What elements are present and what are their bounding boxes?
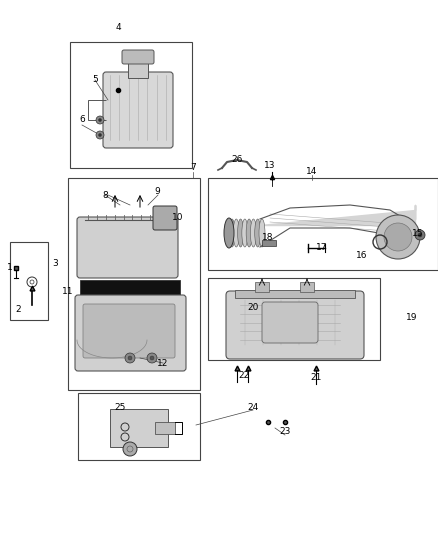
Bar: [208, 278, 380, 360]
Ellipse shape: [251, 219, 256, 247]
Text: 10: 10: [172, 214, 184, 222]
Text: 15: 15: [412, 229, 424, 238]
Text: 11: 11: [62, 287, 74, 296]
Ellipse shape: [237, 219, 244, 247]
Bar: [255, 282, 269, 292]
Text: 14: 14: [306, 167, 318, 176]
FancyBboxPatch shape: [226, 291, 364, 359]
Circle shape: [125, 353, 135, 363]
Ellipse shape: [233, 219, 239, 247]
Text: 8: 8: [102, 190, 108, 199]
Text: 22: 22: [238, 372, 250, 381]
Circle shape: [147, 353, 157, 363]
Text: 4: 4: [115, 22, 121, 31]
FancyBboxPatch shape: [122, 50, 154, 64]
Text: 5: 5: [92, 76, 98, 85]
Bar: [10, 242, 48, 320]
Text: 25: 25: [114, 403, 126, 413]
Bar: [80, 280, 180, 294]
Text: 21: 21: [310, 374, 321, 383]
Circle shape: [418, 233, 422, 237]
Text: 12: 12: [157, 359, 169, 367]
FancyBboxPatch shape: [77, 217, 178, 278]
Bar: [300, 282, 314, 292]
Circle shape: [128, 356, 132, 360]
FancyBboxPatch shape: [103, 72, 173, 148]
Ellipse shape: [224, 218, 234, 248]
Bar: [110, 409, 168, 447]
Ellipse shape: [259, 219, 265, 247]
Circle shape: [150, 356, 154, 360]
Bar: [262, 240, 276, 246]
Text: 7: 7: [190, 164, 196, 173]
Bar: [208, 178, 438, 270]
Text: 20: 20: [247, 303, 259, 312]
FancyBboxPatch shape: [262, 302, 318, 343]
Text: 9: 9: [154, 188, 160, 197]
Text: 13: 13: [264, 160, 276, 169]
FancyBboxPatch shape: [153, 206, 177, 230]
Text: 18: 18: [262, 233, 274, 243]
Circle shape: [415, 230, 425, 240]
FancyBboxPatch shape: [83, 304, 175, 358]
Circle shape: [99, 133, 102, 136]
Bar: [128, 60, 148, 78]
Circle shape: [96, 131, 104, 139]
FancyBboxPatch shape: [75, 295, 186, 371]
Text: 23: 23: [279, 427, 291, 437]
Circle shape: [96, 116, 104, 124]
Circle shape: [123, 442, 137, 456]
Bar: [235, 290, 355, 298]
Circle shape: [384, 223, 412, 251]
Text: 3: 3: [52, 259, 58, 268]
Ellipse shape: [229, 219, 235, 247]
Bar: [155, 422, 175, 434]
Text: 26: 26: [231, 156, 243, 165]
Ellipse shape: [255, 219, 261, 247]
Circle shape: [99, 118, 102, 122]
Bar: [68, 178, 200, 390]
Ellipse shape: [242, 219, 248, 247]
Bar: [70, 42, 192, 168]
Text: 1: 1: [7, 263, 13, 272]
Text: 24: 24: [247, 402, 258, 411]
Text: 19: 19: [406, 312, 418, 321]
Text: 17: 17: [316, 244, 328, 253]
Bar: [78, 393, 200, 460]
Ellipse shape: [246, 219, 252, 247]
Text: 6: 6: [79, 116, 85, 125]
Text: 16: 16: [356, 252, 368, 261]
Text: 2: 2: [15, 305, 21, 314]
Circle shape: [376, 215, 420, 259]
